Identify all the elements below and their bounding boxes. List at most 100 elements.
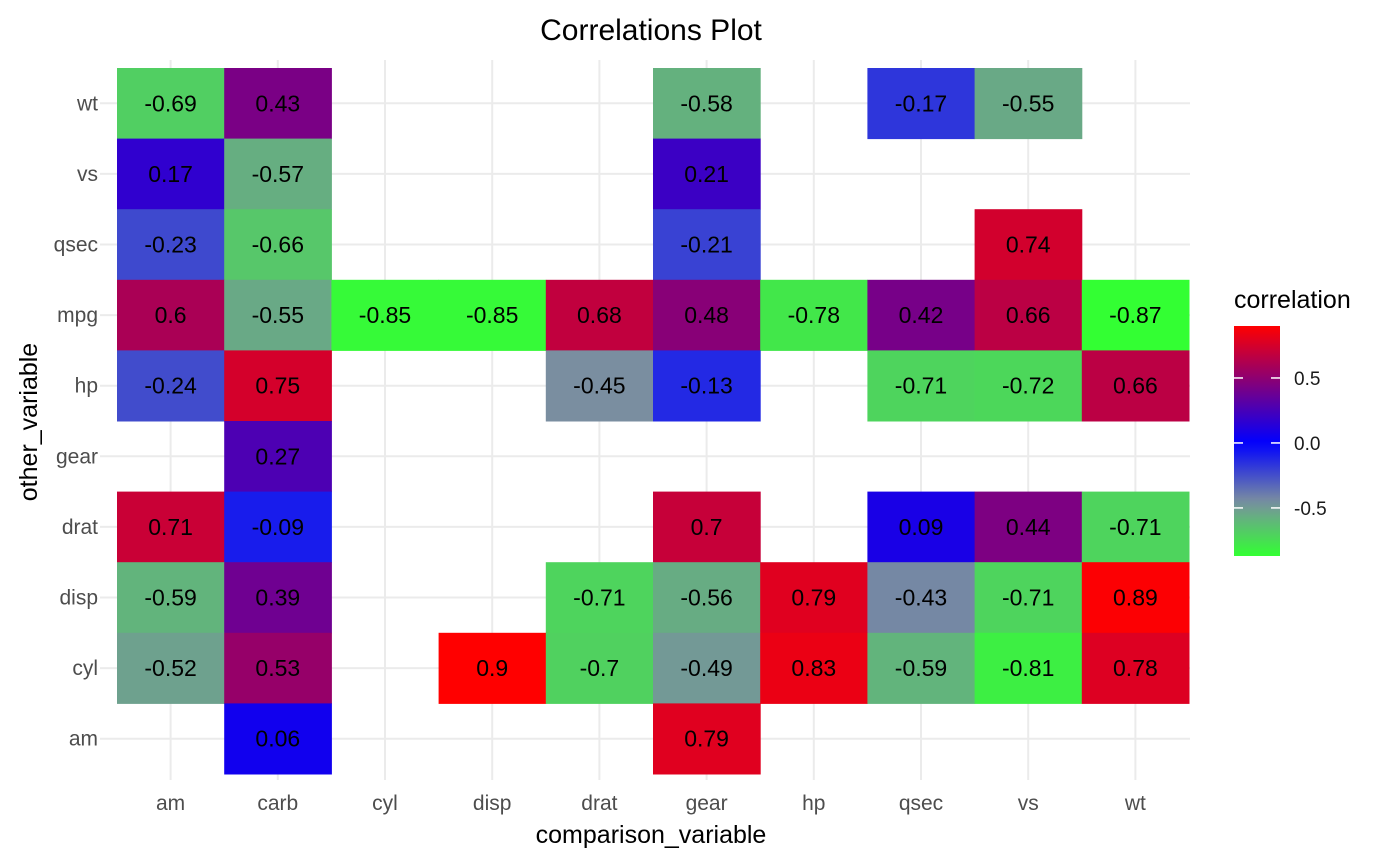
heatmap-cell xyxy=(760,562,868,634)
heatmap-cell xyxy=(1081,562,1190,634)
heatmap-cell xyxy=(117,350,225,422)
legend-title: correlation xyxy=(1234,286,1351,314)
x-tick-label: qsec xyxy=(899,792,943,815)
cell-value-label: -0.72 xyxy=(1002,373,1054,399)
heatmap-cell xyxy=(653,350,761,422)
cell-value-label: -0.85 xyxy=(466,302,518,328)
cell-value-label: -0.71 xyxy=(895,373,947,399)
y-tick-label: gear xyxy=(56,445,98,468)
heatmap-cell-labels: -0.69 0.43 -0.58 -0.17 -0.55 0.17 -0.57 0.21 -0.… xyxy=(144,90,1161,751)
cell-value-label: 0.66 xyxy=(1006,302,1051,328)
heatmap-cell xyxy=(117,68,225,140)
cell-value-label: 0.43 xyxy=(255,90,300,116)
heatmap-cell xyxy=(117,562,225,634)
cell-value-label: -0.85 xyxy=(359,302,411,328)
heatmap-cell xyxy=(224,209,332,281)
heatmap-cell xyxy=(117,209,225,281)
cell-value-label: -0.23 xyxy=(144,232,196,258)
heatmap-cell xyxy=(224,68,332,140)
legend-tick-label: 0.5 xyxy=(1294,369,1320,390)
x-tick-label: wt xyxy=(1124,792,1146,815)
legend-ticks: 0.5 0.0 -0.5 xyxy=(1234,369,1327,520)
legend-tick-label: 0.0 xyxy=(1294,434,1320,455)
heatmap-cell xyxy=(224,703,332,775)
heatmap-cell xyxy=(545,350,654,422)
cell-value-label: 0.27 xyxy=(255,443,300,469)
heatmap-cell xyxy=(545,279,654,351)
heatmap-cell xyxy=(653,68,761,140)
heatmap-cell xyxy=(974,209,1083,281)
cell-value-label: 0.71 xyxy=(148,514,193,540)
cell-value-label: -0.69 xyxy=(144,90,196,116)
heatmap-cell xyxy=(974,562,1083,634)
cell-value-label: -0.71 xyxy=(573,585,625,611)
cell-value-label: 0.17 xyxy=(148,161,193,187)
cell-value-label: 0.6 xyxy=(155,302,187,328)
cell-value-label: -0.59 xyxy=(895,655,947,681)
heatmap-cell xyxy=(117,632,225,704)
x-axis-title: comparison_variable xyxy=(536,821,767,849)
chart-title: Correlations Plot xyxy=(540,14,762,47)
y-tick-label: disp xyxy=(59,587,98,610)
heatmap-cell xyxy=(224,350,332,422)
cell-value-label: -0.24 xyxy=(144,373,197,399)
heatmap-cell xyxy=(867,350,976,422)
x-tick-label: disp xyxy=(473,792,512,815)
heatmap-cell xyxy=(224,421,332,493)
cell-value-label: 0.06 xyxy=(255,726,300,752)
heatmap-cell xyxy=(760,632,868,704)
heatmap-cell xyxy=(117,138,225,210)
legend-colorbar xyxy=(1234,326,1280,556)
heatmap-cell xyxy=(974,68,1083,140)
y-tick-label: hp xyxy=(75,375,98,398)
cell-value-label: -0.59 xyxy=(144,585,196,611)
x-tick-label: carb xyxy=(257,792,298,815)
cell-value-label: -0.55 xyxy=(252,302,304,328)
heatmap-cell xyxy=(1081,279,1190,351)
cell-value-label: 0.44 xyxy=(1006,514,1051,540)
cell-value-label: 0.79 xyxy=(791,585,836,611)
heatmap-cell xyxy=(760,279,868,351)
heatmap-cell xyxy=(867,562,976,634)
heatmap-cell xyxy=(867,632,976,704)
cell-value-label: 0.74 xyxy=(1006,232,1051,258)
cell-value-label: -0.71 xyxy=(1002,585,1054,611)
heatmap-cell xyxy=(653,491,761,563)
heatmap-cell xyxy=(653,209,761,281)
cell-value-label: -0.58 xyxy=(680,90,732,116)
heatmap-cell xyxy=(1081,491,1190,563)
x-tick-label: am xyxy=(156,792,185,815)
cell-value-label: -0.7 xyxy=(580,655,620,681)
cell-value-label: -0.52 xyxy=(144,655,196,681)
heatmap-cell xyxy=(974,632,1083,704)
cell-value-label: -0.21 xyxy=(680,232,732,258)
color-legend: correlation 0.5 0.0 -0.5 xyxy=(1234,286,1351,556)
cell-value-label: -0.66 xyxy=(252,232,304,258)
cell-value-label: -0.71 xyxy=(1109,514,1161,540)
heatmap-cell xyxy=(1081,632,1190,704)
cell-value-label: 0.7 xyxy=(691,514,723,540)
cell-value-label: -0.17 xyxy=(895,90,947,116)
heatmap-cell xyxy=(653,703,761,775)
heatmap-cell xyxy=(117,279,225,351)
cell-value-label: -0.57 xyxy=(252,161,304,187)
x-tick-label: drat xyxy=(581,792,617,815)
y-tick-label: drat xyxy=(62,516,98,539)
cell-value-label: 0.9 xyxy=(476,655,508,681)
cell-value-label: 0.21 xyxy=(684,161,729,187)
cell-value-label: 0.78 xyxy=(1113,655,1158,681)
y-tick-label: cyl xyxy=(72,657,98,680)
cell-value-label: 0.53 xyxy=(255,655,300,681)
cell-value-label: -0.56 xyxy=(680,585,732,611)
cell-value-label: -0.45 xyxy=(573,373,625,399)
cell-value-label: -0.81 xyxy=(1002,655,1054,681)
x-tick-label: vs xyxy=(1018,792,1039,815)
heatmap-cell xyxy=(224,279,332,351)
heatmap-cell xyxy=(438,632,547,704)
cell-value-label: -0.87 xyxy=(1109,302,1161,328)
cell-value-label: 0.42 xyxy=(899,302,944,328)
y-axis-title: other_variable xyxy=(15,343,43,501)
heatmap-cell xyxy=(224,562,332,634)
cell-value-label: -0.55 xyxy=(1002,90,1054,116)
